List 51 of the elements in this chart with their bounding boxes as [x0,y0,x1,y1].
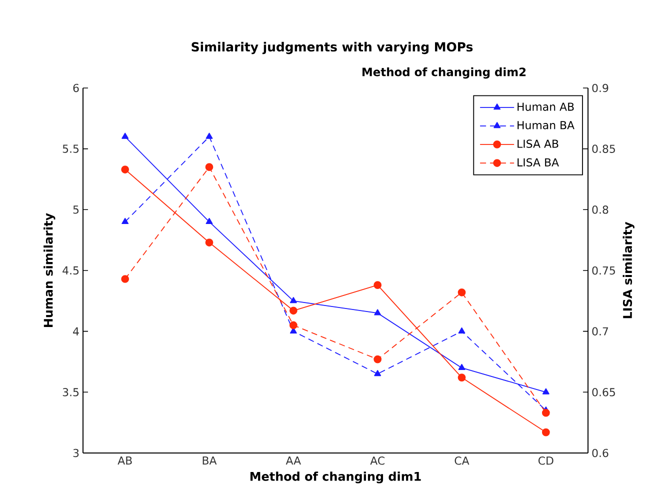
y2-tick-label: 0.8 [592,206,608,214]
x-tick-label: AB [118,456,132,464]
point [458,327,466,334]
y2-tick-label: 0.85 [592,144,615,153]
y-tick-label: 3 [73,448,79,458]
y2-axis-title: LISA similarity [622,222,634,318]
y-tick-label: 6 [73,84,79,92]
y-tick-label: 5 [73,206,79,214]
chart-title: Similarity judgments with varying MOPs [192,42,473,54]
point [122,132,129,139]
y2-tick-label: 0.65 [592,388,615,396]
point [289,306,298,315]
y-tick-label: 4 [73,327,79,336]
x-tick-label: BA [202,456,217,464]
y2-tick-label: 0.7 [592,327,608,336]
point [122,218,129,224]
point [374,370,382,376]
point [206,218,213,224]
y-tick-label: 4.5 [62,266,79,275]
point [206,132,213,139]
legend-label: Human BA [518,121,574,130]
point [542,428,550,436]
point [205,238,214,246]
point [458,288,466,296]
legend-label: LISA BA [518,158,559,166]
x-tick-label: CD [538,456,554,465]
y2-tick-label: 0.6 [592,448,608,458]
y2-tick-label: 0.75 [592,266,615,275]
legend-label: Human AB [518,102,574,111]
point [121,166,130,174]
point [205,163,214,172]
point [290,296,297,304]
x-tick-label: CA [454,456,470,465]
point [374,281,382,290]
point [374,309,382,316]
y2-tick-label: 0.9 [592,84,608,92]
x-tick-label: AA [286,456,301,464]
y-tick-label: 3.5 [62,388,79,396]
point [374,355,382,364]
legend-title: Method of changing dim2 [362,67,526,79]
point [289,321,298,330]
point [458,364,466,370]
point [542,388,550,394]
x-axis-title: Method of changing dim1 [250,472,421,484]
x-tick-label: AC [370,456,384,465]
point [458,374,466,382]
legend-label: LISA AB [518,140,558,148]
point [542,408,550,417]
y-tick-label: 5.5 [62,144,79,153]
y-axis-title: Human similarity [44,213,56,327]
point [121,275,130,283]
